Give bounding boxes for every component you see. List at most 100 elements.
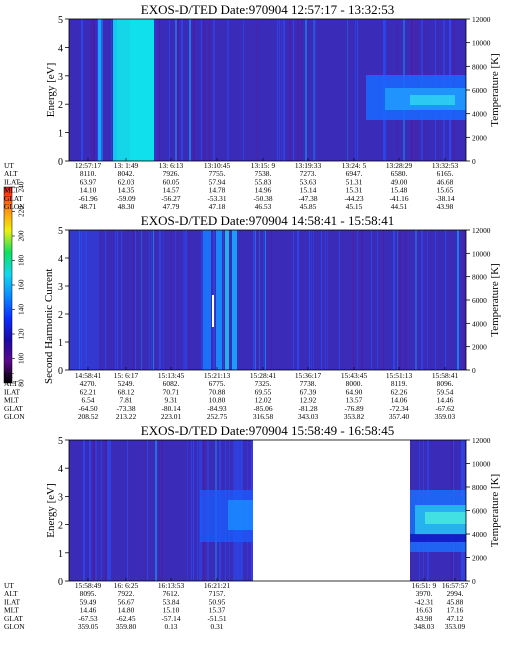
panel-title: EXOS-D/TED Date:970904 14:58:41 - 15:58:… [141, 213, 394, 228]
ephemeris-cell: 213.22 [116, 412, 137, 421]
spectrogram-panels: EXOS-D/TED Date:970904 12:57:17 - 13:32:… [4, 2, 501, 631]
ephemeris-cell: 0.13 [165, 622, 178, 631]
spectrogram-streak [281, 19, 282, 161]
ephemeris-cell: 357.40 [389, 412, 410, 421]
ephemeris-cell: -51.51 [207, 614, 226, 623]
spectrogram-streak [283, 19, 285, 161]
ephemeris-cell: 14.35 [118, 186, 135, 195]
spectrogram-streak [95, 440, 97, 581]
colorbar-strip [3, 186, 13, 384]
ephemeris-cell: 343.03 [298, 412, 319, 421]
ephemeris-cell: 208.52 [78, 412, 99, 421]
spectrogram-streak [163, 230, 164, 370]
ephemeris-cell: 7922. [118, 589, 135, 598]
ephemeris-cell: 7926. [163, 169, 180, 178]
colorbar-tick-label: 120 [17, 328, 26, 339]
ephemeris-cell: 55.83 [255, 177, 272, 186]
energy-tick-label: 1 [58, 549, 63, 560]
spectrogram-streak [93, 19, 95, 161]
spectrogram-streak [151, 230, 152, 370]
ephemeris-cell: 353.09 [445, 622, 466, 631]
ephemeris-cell: 60.05 [163, 177, 180, 186]
spectrogram-streak [223, 230, 224, 370]
ephemeris-cell: 47.18 [209, 202, 226, 211]
ephemeris-cell: 3970. [416, 589, 433, 598]
ephemeris-cell: 6165. [437, 169, 454, 178]
cyan-band [225, 230, 229, 370]
ephemeris-cell: 7738. [300, 379, 317, 388]
spectrogram-streak [313, 19, 315, 161]
spectrogram-streak [279, 19, 280, 161]
ephemeris-cell: -67.53 [78, 614, 97, 623]
spectrogram-streak [161, 440, 163, 581]
ephemeris-cell: 64.90 [346, 387, 363, 396]
spectrogram-streak [159, 19, 160, 161]
spectrogram-streak [135, 230, 136, 370]
energy-tick-label: 1 [58, 338, 63, 349]
ephemeris-cell: 15.14 [300, 186, 317, 195]
blue-band [69, 230, 99, 370]
spectrogram-streak [347, 19, 348, 161]
spectrogram-streak [185, 230, 187, 370]
colorbar-tick-label: 220 [17, 206, 26, 217]
cyan-blob [228, 500, 253, 530]
ephemeris-cell: 47.79 [163, 202, 180, 211]
ephemeris-row-label: ILAT [4, 177, 20, 186]
ephemeris-cell: 44.51 [391, 202, 408, 211]
ephemeris-row-label: ALT [4, 379, 18, 388]
temperature-axis-label: Temperature [K] [489, 263, 501, 336]
ephemeris-row-label: GLON [4, 412, 25, 421]
spectrogram-streak [105, 440, 107, 581]
spectrogram-streak [189, 230, 190, 370]
ephemeris-cell: 13: 1:49 [114, 161, 139, 170]
spectrogram-streak [227, 19, 229, 161]
ephemeris-cell: -64.50 [78, 404, 97, 413]
spectrogram-streak [399, 230, 401, 370]
ephemeris-cell: 13: 6:13 [159, 161, 184, 170]
spectrogram-streak [209, 19, 210, 161]
energy-axis: 0 1 2 3 4 5 [58, 226, 69, 377]
spectrogram-streak [83, 440, 85, 581]
temperature-axis-label: Temperature [K] [489, 53, 501, 126]
spectrogram-streak [101, 440, 102, 581]
ephemeris-cell: 14.06 [391, 396, 408, 405]
ephemeris-cell: 63.97 [80, 177, 97, 186]
temperature-tick-label: 12000 [472, 226, 491, 235]
ephemeris-cell: 353.82 [344, 412, 365, 421]
ephemeris-cell: 49.00 [391, 177, 408, 186]
spectrogram-streak [313, 230, 314, 370]
energy-tick-label: 2 [58, 100, 63, 111]
ephemeris-cell: 13.57 [346, 396, 363, 405]
spectrogram-streak [257, 19, 258, 161]
spectrogram-streak [421, 230, 423, 370]
ephemeris-cell: -47.38 [298, 194, 317, 203]
spectrogram-streak [271, 230, 272, 370]
ephemeris-cell: 7.81 [120, 396, 133, 405]
ephemeris-cell: 15:13:45 [158, 371, 185, 380]
temperature-tick-label: 10000 [472, 39, 491, 48]
ephemeris-cell: 15.37 [209, 606, 226, 615]
cyan-band [232, 230, 237, 370]
ephemeris-cell: 15:28:41 [250, 371, 277, 380]
ephemeris-cell: 223.01 [161, 412, 182, 421]
ephemeris-cell: 14.10 [80, 186, 97, 195]
ephemeris-row-label: GLAT [4, 614, 23, 623]
ephemeris-cell: 7157. [209, 589, 226, 598]
colorbar-tick-label: 100 [17, 353, 26, 364]
spectrogram-streak [79, 230, 80, 370]
time-ticks [87, 578, 456, 581]
ephemeris-row-label: MLT [4, 186, 19, 195]
ephemeris-cell: -61.96 [78, 194, 97, 203]
spectrogram-streak [397, 230, 398, 370]
white-streak [212, 295, 214, 327]
ephemeris-cell: -53.31 [207, 194, 226, 203]
energy-axis-label: Energy [eV] [45, 63, 57, 117]
temperature-axis-label: Temperature [K] [489, 474, 501, 547]
temperature-tick-label: 2000 [472, 133, 487, 142]
ephemeris-cell: -67.62 [435, 404, 454, 413]
ephemeris-cell: 43.98 [416, 614, 433, 623]
spectrogram-streak [81, 19, 83, 161]
temperature-axis: 0 2000 4000 6000 8000 10000 12000 Temperature [… [466, 226, 501, 375]
energy-tick-label: 1 [58, 129, 63, 140]
colorbar-tick-label: 160 [17, 279, 26, 290]
